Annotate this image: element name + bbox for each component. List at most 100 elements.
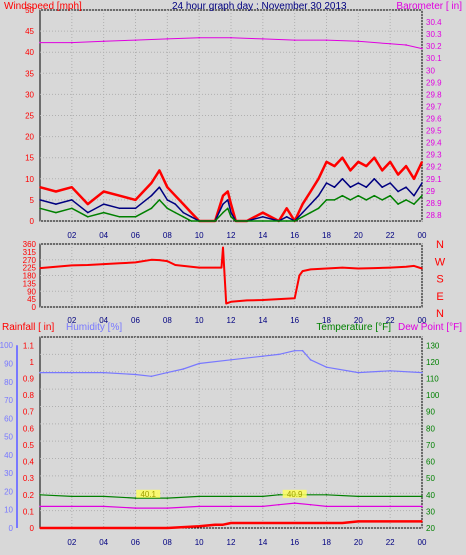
wind-point: [341, 194, 344, 197]
dewpoint-point: [421, 505, 423, 508]
humidity-tick-label: 100: [0, 341, 14, 350]
x-tick-label: 04: [99, 231, 108, 240]
x-tick-label: 12: [227, 316, 236, 325]
avg-point: [381, 186, 384, 189]
barometer-point: [198, 36, 200, 39]
temperature-tick-label: 80: [426, 424, 435, 433]
dewpoint-point: [309, 503, 312, 506]
gust-point: [86, 203, 89, 205]
dewpoint-point: [71, 505, 73, 508]
direction-point: [421, 267, 423, 270]
temperature-tick-label: 100: [426, 391, 440, 400]
avg-point: [421, 182, 423, 184]
x-tick-label: 18: [322, 231, 331, 240]
wind-point: [190, 220, 193, 222]
wind-point: [405, 199, 407, 201]
weather-panel-series: [39, 349, 423, 530]
x-tick-label: 22: [386, 316, 395, 325]
x-tick-label: 20: [354, 538, 363, 547]
direction-point: [55, 265, 57, 268]
rain-point: [357, 520, 360, 523]
direction-point: [118, 262, 121, 265]
humidity-tick-label: 30: [4, 469, 13, 478]
wind-point: [325, 199, 328, 201]
barometer-tick-label: 29.3: [426, 151, 442, 160]
avg-line: [39, 178, 423, 222]
x-tick-label: 14: [258, 538, 267, 547]
temperature-tick-label: 50: [426, 474, 435, 483]
direction-tick-label: 135: [23, 279, 37, 288]
temperature-point: [134, 497, 137, 499]
annotation-label: 40.9: [287, 490, 303, 499]
temperature-ylabel: Temperature [°F]: [316, 322, 391, 333]
wind-point: [301, 215, 304, 218]
barometer-point: [102, 40, 105, 43]
gust-point: [333, 165, 336, 167]
gust-point: [174, 194, 177, 197]
wind-tick-label: 20: [25, 133, 34, 142]
barometer-tick-label: 29.9: [426, 78, 442, 87]
gust-point: [55, 190, 57, 193]
avg-point: [365, 186, 368, 189]
wind-tick-label: 25: [25, 112, 34, 121]
avg-point: [309, 203, 312, 205]
wind-ylabel: Windspeed [mph]: [4, 1, 82, 12]
direction-point: [230, 300, 232, 303]
wind-point: [55, 211, 57, 214]
barometer-point: [230, 36, 232, 39]
compass-label: W: [435, 256, 446, 268]
barometer-tick-label: 30.3: [426, 30, 442, 39]
barometer-tick-label: 30.2: [426, 42, 442, 51]
rainfall-tick-label: 0.3: [23, 474, 35, 483]
humidity-axis-ticks: 0 10 20 30 40 50 60 70 80 90 100: [0, 341, 18, 533]
barometer-tick-label: 29.4: [426, 139, 442, 148]
weather-x-ticks: 02 04 06 08 10 12 14 16 18 20 22 00: [67, 538, 427, 547]
avg-point: [55, 203, 57, 205]
temperature-point: [277, 493, 280, 496]
temperature-tick-label: 90: [426, 408, 435, 417]
x-tick-label: 06: [131, 316, 140, 325]
humidity-tick-label: 70: [4, 396, 13, 405]
direction-point: [214, 266, 216, 269]
temperature-tick-label: 20: [426, 524, 435, 533]
gust-point: [222, 194, 224, 197]
rainfall-tick-label: 1: [30, 358, 35, 367]
direction-point: [220, 266, 223, 269]
rain-point: [198, 525, 200, 528]
direction-tick-label: 180: [23, 272, 37, 281]
rainfall-ylabel: Rainfall [ in]: [2, 322, 54, 333]
rain-point: [421, 520, 423, 523]
wind-point: [214, 220, 216, 222]
direction-tick-label: 45: [27, 295, 36, 304]
dewpoint-point: [293, 502, 296, 504]
wind-tick-label: 15: [25, 154, 34, 163]
rainfall-tick-label: 1.1: [23, 341, 35, 350]
barometer-point: [421, 47, 423, 50]
compass-label: S: [436, 274, 443, 286]
gust-point: [262, 211, 264, 214]
direction-tick-label: 270: [23, 256, 37, 265]
humidity-point: [150, 375, 153, 378]
barometer-point: [389, 42, 391, 45]
x-tick-label: 00: [418, 316, 427, 325]
direction-point: [246, 299, 248, 302]
x-tick-label: 22: [386, 538, 395, 547]
barometer-axis-ticks: 28.8 28.9 29 29.1 29.2 29.3 29.4 29.5 29.6 29.7 29…: [426, 18, 442, 220]
direction-point: [158, 259, 161, 261]
rain-point: [214, 523, 216, 526]
avg-point: [182, 211, 185, 214]
x-tick-label: 20: [354, 231, 363, 240]
temperature-point: [102, 495, 105, 498]
avg-point: [262, 215, 264, 218]
barometer-point: [357, 40, 360, 43]
gust-point: [397, 173, 399, 176]
direction-point: [71, 264, 73, 267]
humidity-point: [421, 371, 423, 374]
direction-tick-label: 225: [23, 264, 37, 273]
humidity-point: [166, 371, 169, 374]
barometer-tick-label: 30.1: [426, 54, 442, 63]
temperature-point: [389, 495, 391, 498]
weather-panel-grid: [40, 336, 423, 529]
avg-point: [39, 199, 41, 201]
